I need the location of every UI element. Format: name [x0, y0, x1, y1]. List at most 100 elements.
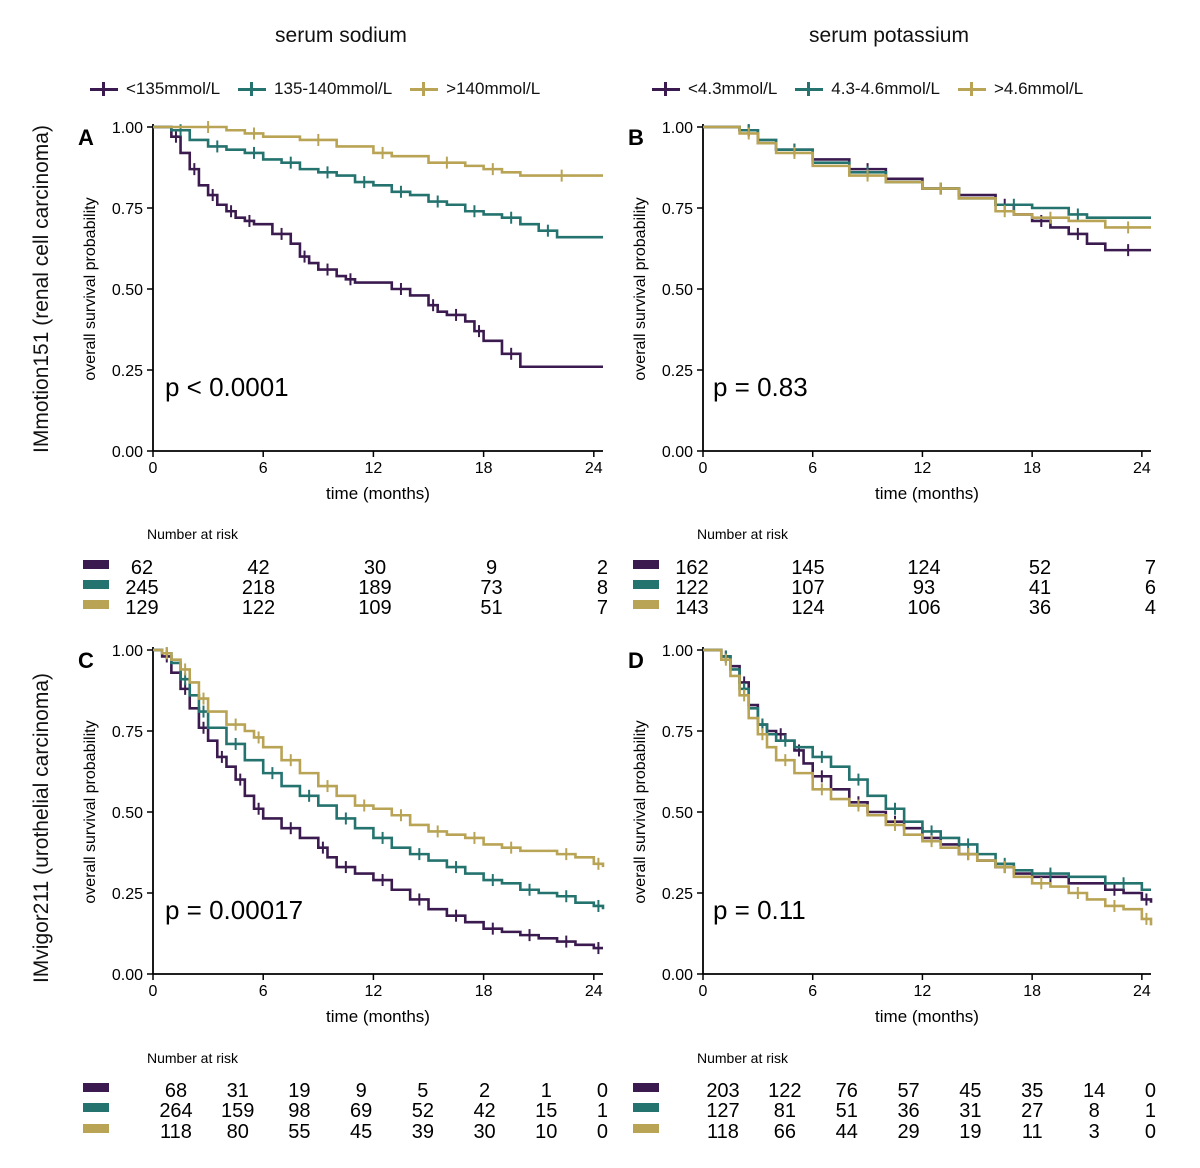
risk-count: 45: [959, 1080, 981, 1102]
risk-count: 124: [791, 597, 824, 619]
legend-label-low: <135mmol/L: [126, 79, 221, 98]
risk-table-title: Number at risk: [147, 1050, 239, 1066]
risk-count: 5: [417, 1080, 428, 1102]
risk-color-key-high: [83, 1124, 109, 1133]
y-tick-label: 0.75: [662, 201, 693, 218]
risk-table-title: Number at risk: [147, 526, 239, 542]
x-tick-label: 6: [259, 983, 268, 1000]
legend-key-mid: [238, 82, 267, 96]
risk-count: 44: [836, 1121, 858, 1143]
x-tick-label: 12: [365, 983, 383, 1000]
p-value-label: p = 0.83: [713, 372, 808, 402]
risk-count: 73: [480, 577, 502, 599]
column-title-potassium: serum potassium: [809, 24, 969, 47]
risk-table-title: Number at risk: [697, 1050, 789, 1066]
risk-count: 36: [897, 1100, 919, 1122]
y-tick-label: 0.00: [112, 444, 143, 461]
risk-count: 30: [364, 557, 386, 579]
y-tick-label: 1.00: [662, 643, 693, 660]
risk-count: 14: [1083, 1080, 1105, 1102]
legend-key-high: [410, 82, 439, 96]
risk-count: 129: [125, 597, 158, 619]
risk-color-key-low: [83, 1083, 109, 1092]
survival-curve-high: [703, 648, 1153, 926]
risk-count: 118: [160, 1121, 192, 1143]
x-tick-label: 18: [1023, 983, 1041, 1000]
y-tick-label: 0.50: [662, 282, 693, 299]
risk-count: 93: [913, 577, 935, 599]
risk-count: 15: [535, 1100, 557, 1122]
risk-count: 124: [907, 557, 940, 579]
x-axis-label: time (months): [875, 484, 979, 503]
risk-count: 8: [597, 577, 608, 599]
risk-count: 51: [480, 597, 502, 619]
risk-count: 143: [675, 597, 708, 619]
risk-count: 0: [597, 1121, 608, 1143]
y-tick-label: 1.00: [112, 643, 143, 660]
survival-curve-high: [703, 125, 1151, 229]
risk-count: 69: [350, 1100, 372, 1122]
legend-potassium: <4.3mmol/L 4.3-4.6mmol/L >4.6mmol/L: [652, 76, 1083, 102]
risk-count: 30: [473, 1121, 495, 1143]
risk-color-key-mid: [633, 580, 659, 589]
risk-count: 106: [907, 597, 940, 619]
legend-item-mid: 4.3-4.6mmol/L: [795, 79, 940, 99]
risk-color-key-mid: [83, 1103, 109, 1112]
y-tick-label: 0.50: [112, 282, 143, 299]
risk-count: 55: [288, 1121, 310, 1143]
risk-count: 7: [1145, 557, 1156, 579]
risk-count: 36: [1029, 597, 1051, 619]
legend-item-high: >4.6mmol/L: [957, 79, 1084, 99]
x-axis-label: time (months): [326, 484, 430, 503]
legend-label-high: >4.6mmol/L: [993, 79, 1084, 98]
x-tick-label: 12: [365, 460, 383, 477]
x-tick-label: 24: [585, 460, 603, 477]
y-tick-label: 0.75: [112, 201, 143, 218]
risk-count: 51: [836, 1100, 858, 1122]
risk-color-key-mid: [83, 580, 109, 589]
legend-item-low: <135mmol/L: [90, 79, 220, 99]
legend-key-mid: [795, 82, 824, 96]
risk-count: 8: [1089, 1100, 1100, 1122]
risk-count: 42: [247, 557, 269, 579]
risk-count: 41: [1029, 577, 1051, 599]
risk-count: 42: [473, 1100, 495, 1122]
x-tick-label: 18: [475, 460, 493, 477]
risk-count: 31: [227, 1080, 249, 1102]
risk-count: 1: [541, 1080, 552, 1102]
risk-count: 0: [1145, 1121, 1156, 1143]
risk-color-key-high: [83, 600, 109, 609]
survival-curve-low: [153, 125, 603, 369]
risk-color-key-high: [633, 1124, 659, 1133]
risk-count: 52: [1029, 557, 1051, 579]
y-tick-label: 0.75: [112, 724, 143, 741]
legend-label-mid: 4.3-4.6mmol/L: [831, 79, 940, 98]
risk-count: 35: [1021, 1080, 1043, 1102]
risk-count: 62: [131, 557, 153, 579]
y-tick-label: 1.00: [662, 120, 693, 137]
column-title-sodium: serum sodium: [275, 24, 407, 47]
y-tick-label: 0.00: [112, 967, 143, 984]
risk-count: 2: [597, 557, 608, 579]
risk-count: 11: [1022, 1121, 1043, 1143]
risk-count: 1: [1145, 1100, 1156, 1122]
y-tick-label: 1.00: [112, 120, 143, 137]
panel-b: B 0.00 0.25 0.50 0.75 1.00 0 6 12 18 24 time (month…: [628, 120, 1156, 619]
risk-count: 27: [1021, 1100, 1043, 1122]
legend-item-low: <4.3mmol/L: [652, 79, 777, 99]
y-tick-label: 0.25: [112, 363, 143, 380]
risk-count: 218: [242, 577, 275, 599]
x-axis-label: time (months): [326, 1007, 430, 1026]
risk-count: 45: [350, 1121, 372, 1143]
risk-count: 122: [242, 597, 275, 619]
y-tick-label: 0.25: [662, 886, 693, 903]
legend-key-high: [957, 82, 986, 96]
risk-count: 127: [706, 1100, 739, 1122]
risk-count: 10: [535, 1121, 557, 1143]
legend-key-low: [90, 82, 118, 96]
risk-count: 9: [356, 1080, 367, 1102]
risk-count: 203: [706, 1080, 739, 1102]
x-tick-label: 24: [585, 983, 603, 1000]
